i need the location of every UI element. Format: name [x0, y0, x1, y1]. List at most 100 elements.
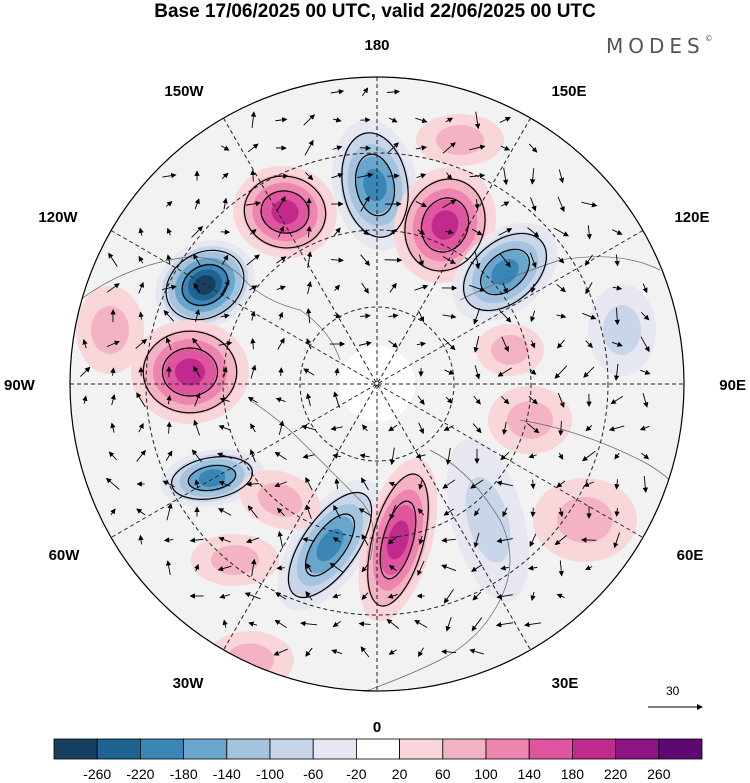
wind-arrow [583, 481, 594, 487]
colorbar-tick-label: 100 [474, 766, 498, 782]
wind-arrow [444, 229, 454, 235]
wind-arrow [388, 117, 398, 123]
wind-arrow [558, 420, 564, 436]
wind-arrow [640, 311, 650, 321]
wind-arrow [218, 424, 231, 431]
wind-arrow [417, 560, 425, 576]
wind-arrow [554, 365, 568, 379]
wind-arrow [361, 533, 369, 546]
coastline-greenland [249, 399, 374, 561]
wind-arrow [581, 537, 597, 543]
wind-arrow [275, 592, 287, 600]
wind-arrow [222, 619, 228, 628]
wind-arrow [361, 564, 369, 573]
wind-arrow [138, 534, 144, 545]
wind-arrow [611, 341, 623, 347]
wind-arrow [166, 502, 173, 521]
wind-arrow [166, 254, 172, 266]
wind-arrow [248, 621, 258, 627]
wind-arrow [359, 145, 372, 151]
wind-arrow [445, 396, 453, 404]
wind-arrow [110, 508, 116, 516]
wind-arrow [500, 565, 509, 571]
wind-arrow [82, 339, 88, 349]
colorbar-tick-label: -140 [212, 766, 241, 782]
wind-arrow [220, 145, 230, 151]
wind-arrow [304, 139, 314, 156]
wind-arrow [276, 196, 286, 212]
wind-arrow [527, 227, 540, 238]
wind-arrow [417, 395, 425, 405]
wind-arrow [471, 617, 483, 632]
wind-arrow [189, 537, 204, 543]
lon-label-90w: 90W [4, 377, 36, 394]
wind-arrow [471, 228, 483, 236]
wind-arrow [530, 591, 536, 601]
wind-arrow [246, 254, 260, 266]
wind-arrow [360, 646, 370, 658]
colorbar-segment [183, 738, 228, 760]
wind-arrow [138, 227, 144, 236]
wind-arrow [530, 369, 537, 375]
colorbar-segment [96, 738, 141, 760]
wind-arrow [165, 200, 173, 207]
wind-arrow [278, 420, 285, 435]
wind-arrow [110, 422, 116, 433]
wind-arrow [276, 285, 286, 291]
wind-arrow [105, 477, 120, 490]
lon-label-0: 0 [373, 719, 381, 736]
negative-anomaly [452, 222, 558, 322]
wind-arrow [300, 620, 318, 627]
wind-arrow [613, 363, 620, 381]
wind-arrow [333, 391, 340, 408]
contour-line [181, 264, 229, 306]
wind-arrow [442, 479, 456, 489]
wind-arrow [163, 310, 175, 322]
colorbar-segment [53, 738, 98, 760]
wind-arrow [275, 397, 286, 403]
wind-arrow [360, 195, 370, 212]
wind-arrow [495, 621, 514, 628]
wind-arrow [244, 592, 261, 600]
wind-arrow [414, 284, 429, 291]
wind-arrow [361, 592, 369, 601]
wind-arrow [500, 145, 511, 151]
wind-arrow [473, 308, 481, 325]
wind-arrow [194, 563, 200, 572]
wind-arrow [530, 197, 537, 212]
map-disk [70, 77, 684, 691]
wind-arrow [529, 252, 537, 269]
wind-arrow [138, 422, 144, 433]
wind-arrow [581, 201, 598, 208]
contour-line [161, 347, 219, 397]
wind-arrow [193, 253, 201, 266]
wind-arrow [388, 313, 399, 319]
wind-arrow [166, 421, 172, 434]
wind-arrow [250, 364, 257, 379]
wind-arrow [305, 393, 312, 407]
wind-arrow [608, 425, 625, 432]
wind-arrow [361, 477, 369, 491]
wind-arrow [446, 172, 453, 181]
wind-arrow [416, 341, 427, 347]
wind-arrow [108, 451, 118, 461]
wind-arrow [445, 117, 454, 123]
positive-anomaly [416, 114, 504, 166]
lon-label-120e: 120E [674, 209, 709, 226]
wind-arrow [278, 311, 284, 320]
wind-arrow [165, 337, 172, 351]
wind-arrow [275, 117, 288, 123]
wind-arrow [276, 256, 287, 264]
wind-arrow [388, 424, 398, 432]
contour-line [142, 330, 238, 414]
wind-arrow [473, 395, 481, 405]
wind-arrow [358, 341, 372, 347]
wind-arrow [221, 254, 229, 265]
wind-arrow [444, 369, 455, 375]
contour-line [260, 190, 310, 234]
wind-arrow [332, 537, 341, 543]
wind-arrow [558, 452, 564, 460]
wind-arrow [191, 225, 204, 238]
lon-label-90e: 90E [719, 377, 746, 394]
wind-arrow [218, 480, 231, 487]
